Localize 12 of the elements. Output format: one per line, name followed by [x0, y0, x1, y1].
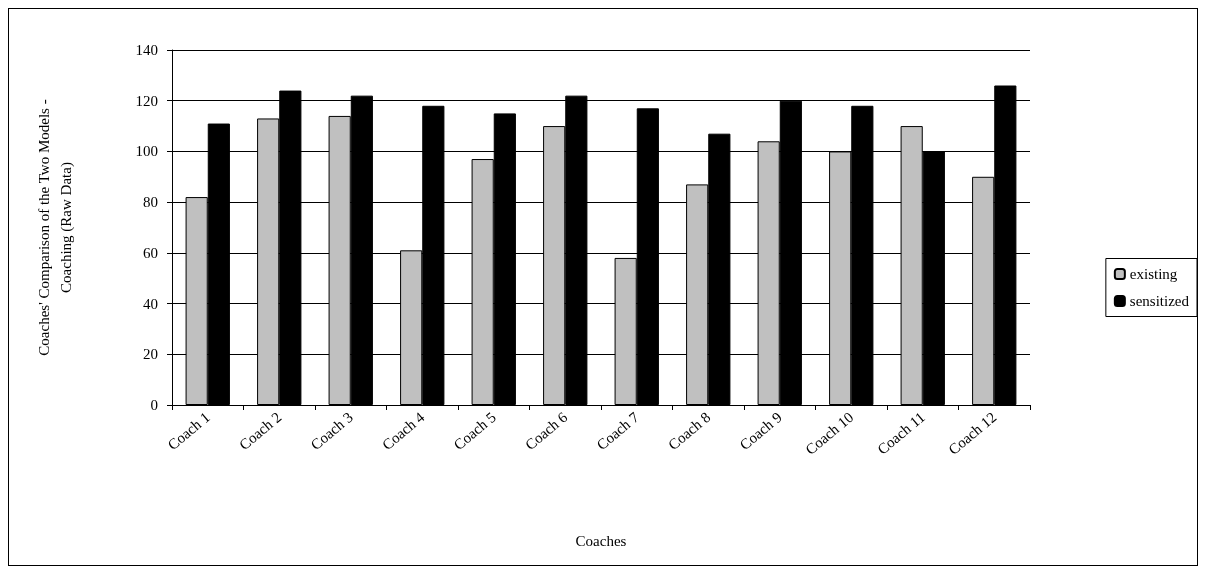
y-tick-label: 0: [150, 397, 158, 413]
legend-label: sensitized: [1129, 293, 1190, 309]
x-axis-title: Coaches: [575, 532, 627, 549]
y-tick-label: 20: [143, 346, 158, 363]
y-tick-label: 40: [143, 295, 158, 312]
y-tick-label: 120: [135, 92, 158, 109]
y-axis-title: Coaches' Comparison of the Two Models - Coaching (Raw Data): [36, 99, 75, 356]
y-tick-label: 140: [135, 42, 158, 58]
y-tick-label: 60: [143, 244, 158, 261]
legend-label: existing: [1129, 266, 1178, 282]
y-tick-label: 100: [135, 143, 158, 160]
y-tick-label: 80: [143, 194, 158, 211]
